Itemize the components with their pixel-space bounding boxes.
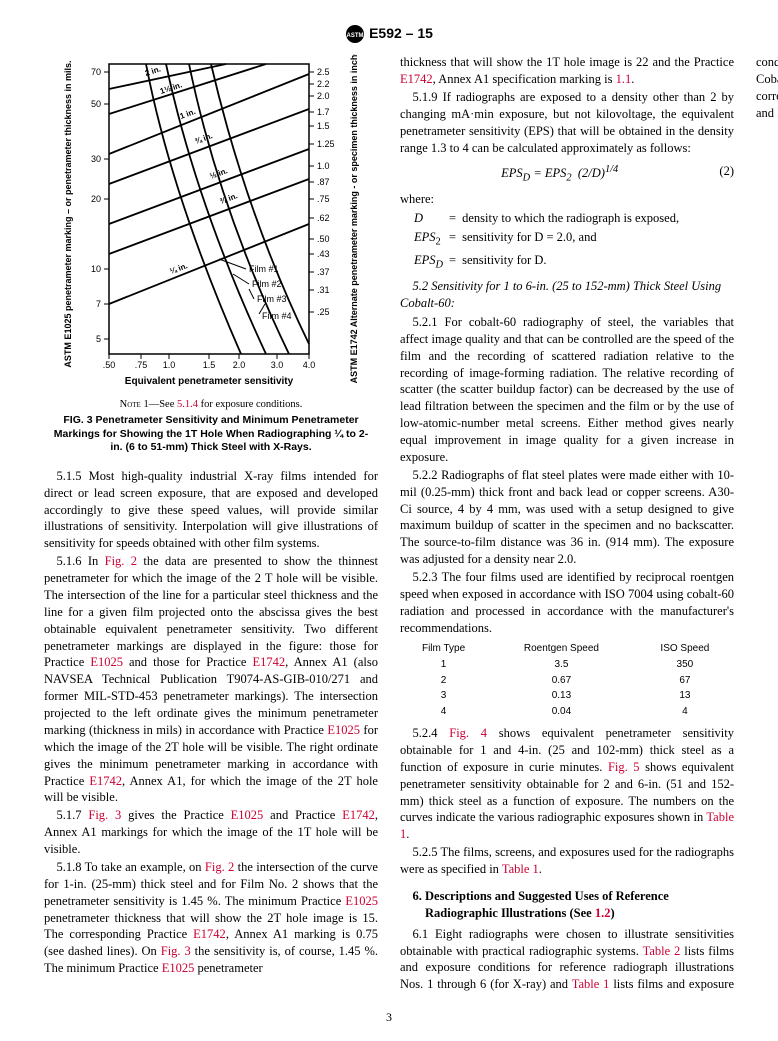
ref-link[interactable]: E1025 bbox=[231, 808, 264, 822]
svg-text:3.0: 3.0 bbox=[271, 360, 284, 370]
svg-text:.75: .75 bbox=[135, 360, 148, 370]
svg-text:Film #1: Film #1 bbox=[249, 264, 279, 274]
svg-text:ASTM: ASTM bbox=[347, 33, 364, 39]
svg-text:2.0: 2.0 bbox=[233, 360, 246, 370]
para-5-2: 5.2 Sensitivity for 1 to 6-in. (25 to 15… bbox=[400, 278, 734, 312]
svg-text:30: 30 bbox=[91, 154, 101, 164]
svg-text:2.2: 2.2 bbox=[317, 79, 330, 89]
svg-text:Film #3: Film #3 bbox=[257, 294, 287, 304]
para-5-1-8: 5.1.8 To take an example, on Fig. 2 the … bbox=[44, 859, 378, 977]
svg-text:.31: .31 bbox=[317, 285, 330, 295]
designation: E592 – 15 bbox=[369, 25, 433, 41]
ref-link[interactable]: Fig. 3 bbox=[161, 944, 191, 958]
svg-text:.50: .50 bbox=[103, 360, 116, 370]
svg-text:10: 10 bbox=[91, 264, 101, 274]
svg-text:.50: .50 bbox=[317, 234, 330, 244]
ref-link[interactable]: E1742 bbox=[400, 72, 433, 86]
svg-text:.25: .25 bbox=[317, 307, 330, 317]
para-5-2-2: 5.2.2 Radiographs of flat steel plates w… bbox=[400, 467, 734, 568]
para-5-1-9: 5.1.9 If radiographs are exposed to a de… bbox=[400, 89, 734, 157]
svg-text:2.0: 2.0 bbox=[317, 91, 330, 101]
page-number: 3 bbox=[0, 1009, 778, 1025]
astm-logo-icon: ASTM bbox=[345, 24, 365, 44]
ref-link[interactable]: Fig. 2 bbox=[105, 554, 137, 568]
svg-text:.87: .87 bbox=[317, 177, 330, 187]
svg-text:50: 50 bbox=[91, 99, 101, 109]
svg-text:Film #4: Film #4 bbox=[262, 311, 292, 321]
page-header: ASTM E592 – 15 bbox=[44, 24, 734, 44]
figure-3-caption: FIG. 3 Penetrameter Sensitivity and Mini… bbox=[44, 414, 378, 453]
ref-link[interactable]: E1742 bbox=[89, 774, 122, 788]
ref-link[interactable]: E1742 bbox=[193, 927, 226, 941]
para-5-1-8-cont: thickness that will show the 1T hole ima… bbox=[400, 54, 734, 88]
svg-text:1.5: 1.5 bbox=[317, 121, 330, 131]
figure-3: .50 .75 1.0 1.5 2.0 3.0 4.0 Equivalent p… bbox=[44, 54, 378, 454]
ref-link[interactable]: E1742 bbox=[342, 808, 375, 822]
svg-text:4.0: 4.0 bbox=[303, 360, 316, 370]
svg-text:.75: .75 bbox=[317, 194, 330, 204]
ref-link[interactable]: 1.1 bbox=[616, 72, 632, 86]
ref-link[interactable]: Fig. 3 bbox=[88, 808, 121, 822]
where-block: where: D=density to which the radiograph… bbox=[400, 191, 734, 274]
svg-text:70: 70 bbox=[91, 67, 101, 77]
svg-text:1.5: 1.5 bbox=[203, 360, 216, 370]
ref-link[interactable]: Table 1 bbox=[572, 977, 610, 991]
ref-link[interactable]: Table 1 bbox=[502, 862, 539, 876]
para-5-2-4: 5.2.4 Fig. 4 shows equivalent penetramet… bbox=[400, 725, 734, 843]
ref-link[interactable]: Table 2 bbox=[643, 944, 681, 958]
ref-link[interactable]: E1025 bbox=[345, 894, 378, 908]
svg-text:2.5: 2.5 bbox=[317, 67, 330, 77]
ref-link[interactable]: E1025 bbox=[327, 723, 360, 737]
ref-link[interactable]: 1.2 bbox=[595, 906, 611, 920]
svg-text:Film #2: Film #2 bbox=[252, 279, 282, 289]
svg-text:.43: .43 bbox=[317, 249, 330, 259]
svg-text:1.0: 1.0 bbox=[163, 360, 176, 370]
ref-link[interactable]: Fig. 2 bbox=[205, 860, 234, 874]
svg-text:ASTM E1742 Alternate penetrame: ASTM E1742 Alternate penetrameter markin… bbox=[349, 54, 359, 383]
svg-text:.62: .62 bbox=[317, 213, 330, 223]
ref-link[interactable]: E1025 bbox=[90, 655, 123, 669]
figure-3-note: Note 1—See 5.1.4 for exposure conditions… bbox=[44, 398, 378, 412]
svg-text:ASTM E1025 penetrameter markin: ASTM E1025 penetrameter marking – or pen… bbox=[63, 61, 73, 368]
ref-link[interactable]: E1025 bbox=[162, 961, 195, 975]
svg-text:.37: .37 bbox=[317, 267, 330, 277]
para-5-2-5: 5.2.5 The films, screens, and exposures … bbox=[400, 844, 734, 878]
film-speed-table: Film TypeRoentgen SpeedISO Speed 13.5350… bbox=[400, 641, 734, 720]
section-6-title: 6. Descriptions and Suggested Uses of Re… bbox=[413, 888, 735, 922]
svg-text:20: 20 bbox=[91, 194, 101, 204]
para-5-1-6: 5.1.6 In Fig. 2 the data are presented t… bbox=[44, 553, 378, 806]
para-5-2-3: 5.2.3 The four films used are identified… bbox=[400, 569, 734, 637]
figure-3-chart: .50 .75 1.0 1.5 2.0 3.0 4.0 Equivalent p… bbox=[51, 54, 371, 394]
svg-text:1.7: 1.7 bbox=[317, 107, 330, 117]
svg-text:1.25: 1.25 bbox=[317, 139, 335, 149]
ref-link[interactable]: Fig. 5 bbox=[608, 760, 640, 774]
ref-link[interactable]: 5.1.4 bbox=[177, 399, 198, 410]
svg-text:1.0: 1.0 bbox=[317, 161, 330, 171]
svg-text:5: 5 bbox=[96, 334, 101, 344]
svg-text:Equivalent penetrameter sensit: Equivalent penetrameter sensitivity bbox=[125, 376, 294, 387]
para-5-1-7: 5.1.7 Fig. 3 gives the Practice E1025 an… bbox=[44, 807, 378, 858]
svg-text:7: 7 bbox=[96, 299, 101, 309]
ref-link[interactable]: Fig. 4 bbox=[449, 726, 487, 740]
para-5-1-5: 5.1.5 Most high-quality industrial X-ray… bbox=[44, 468, 378, 552]
para-5-2-1: 5.2.1 For cobalt-60 radiography of steel… bbox=[400, 314, 734, 466]
ref-link[interactable]: E1742 bbox=[253, 655, 286, 669]
equation-2: EPSD = EPS2 (2/D)1/4 (2) bbox=[400, 163, 734, 186]
